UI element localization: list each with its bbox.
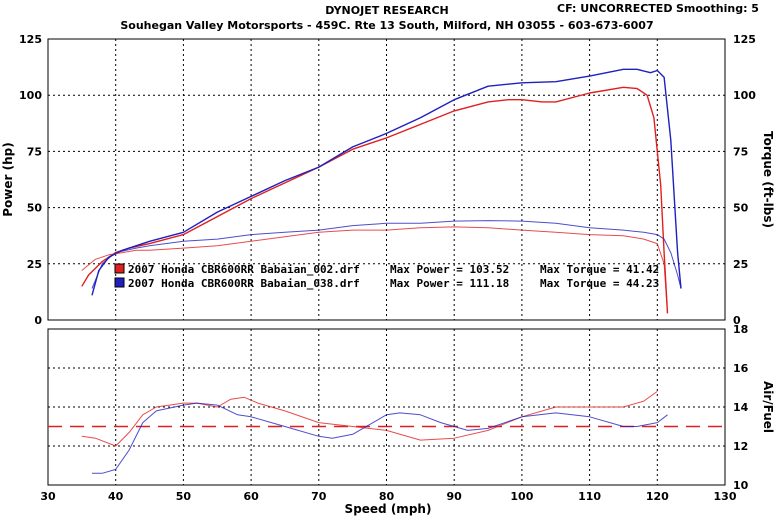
x-tick-label: 120	[646, 490, 669, 503]
x-tick-label: 100	[510, 490, 533, 503]
smoothing-status: Smoothing: 5	[676, 2, 759, 15]
afr-tick-label: 18	[733, 323, 748, 336]
x-tick-label: 90	[447, 490, 463, 503]
afr-tick-label: 12	[733, 440, 748, 453]
legend-max-power: Max Power = 111.18	[390, 277, 509, 290]
y-tick-label-left: 125	[19, 33, 42, 46]
x-tick-label: 80	[379, 490, 395, 503]
legend-max-torque: Max Torque = 44.23	[540, 277, 659, 290]
y-tick-label-right: 0	[733, 314, 741, 327]
legend-file: 2007 Honda CBR600RR Babaian_038.drf	[128, 277, 360, 290]
torque-curve-run2	[91, 220, 682, 289]
y-tick-label-right: 75	[733, 145, 748, 158]
afr-tick-label: 14	[733, 401, 749, 414]
shop-info: Souhegan Valley Motorsports - 459C. Rte …	[120, 19, 654, 32]
x-tick-label: 130	[714, 490, 737, 503]
y-tick-label-left: 75	[27, 145, 42, 158]
y-tick-label-right: 25	[733, 258, 748, 271]
y-tick-label-left: 25	[27, 258, 42, 271]
y-tick-label-left: 0	[34, 314, 42, 327]
x-tick-label: 70	[311, 490, 327, 503]
afr-tick-label: 16	[733, 362, 749, 375]
y-tick-label-left: 50	[27, 202, 43, 215]
x-tick-label: 40	[108, 490, 124, 503]
legend-file: 2007 Honda CBR600RR Babaian_002.drf	[128, 263, 360, 276]
x-tick-label: 60	[243, 490, 259, 503]
x-tick-label: 30	[40, 490, 56, 503]
afr-curve-run2	[92, 402, 668, 474]
y-tick-label-right: 100	[733, 89, 756, 102]
legend-max-torque: Max Torque = 41.42	[540, 263, 659, 276]
y-tick-label-left: 100	[19, 89, 42, 102]
afr-tick-label: 10	[733, 479, 749, 492]
torque-curve-run1	[81, 226, 668, 314]
legend-max-power: Max Power = 103.52	[390, 263, 509, 276]
y-axis-label-left: Power (hp)	[1, 142, 15, 216]
chart-title: DYNOJET RESEARCH	[325, 4, 449, 17]
x-tick-label: 110	[578, 490, 601, 503]
y-tick-label-right: 125	[733, 33, 756, 46]
y-tick-label-right: 50	[733, 202, 749, 215]
legend-swatch	[114, 277, 125, 288]
y-axis-label-right: Torque (ft-lbs)	[761, 131, 774, 228]
cf-status: CF: UNCORRECTED	[557, 2, 673, 15]
power-curve-run1	[81, 86, 669, 314]
x-tick-label: 50	[176, 490, 192, 503]
power-curve-run2	[91, 68, 682, 296]
legend-swatch	[114, 263, 125, 274]
afr-curve-run1	[81, 390, 658, 447]
x-axis-label: Speed (mph)	[345, 502, 432, 516]
afr-axis-label: Air/Fuel	[761, 381, 774, 433]
